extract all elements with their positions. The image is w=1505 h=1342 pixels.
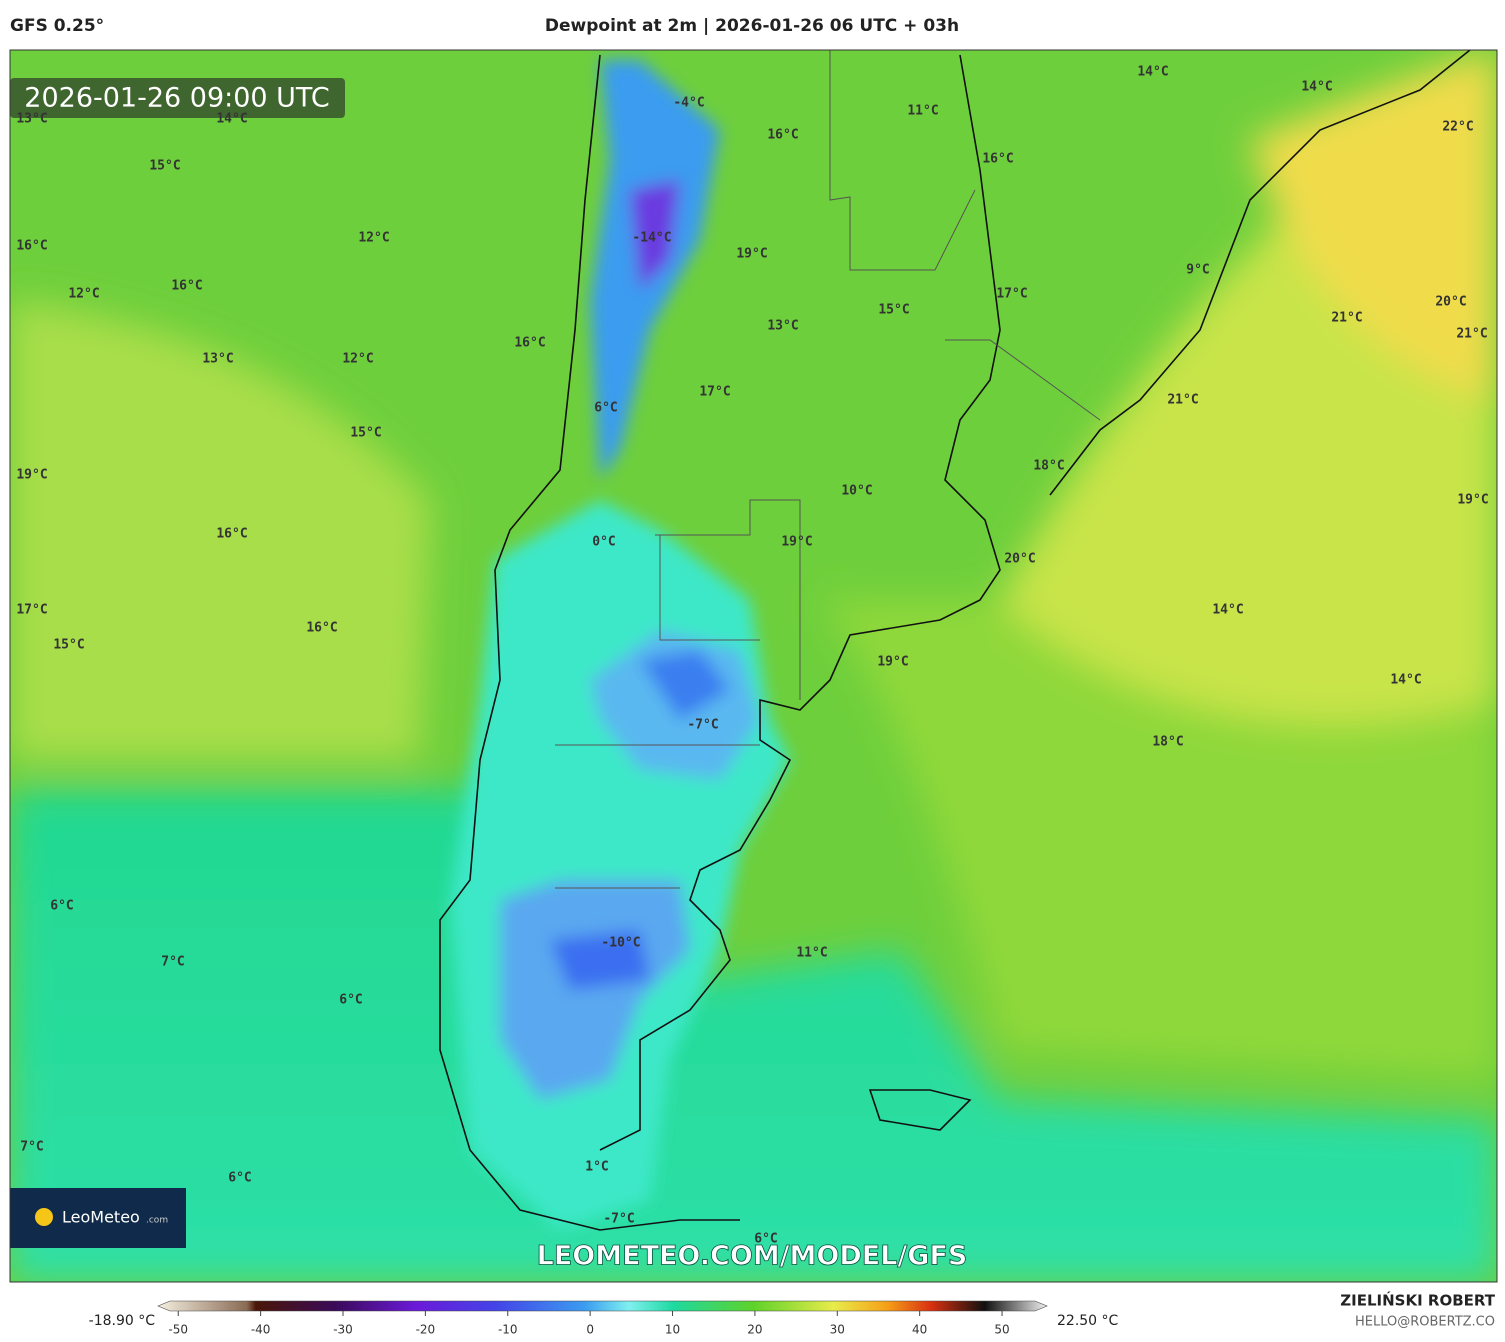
temperature-label: 18°C [1152,735,1183,750]
temperature-label: 10°C [841,484,872,499]
logo-sun [35,1208,53,1226]
colorbar-tick-label: 50 [994,1323,1009,1337]
colorbar-tick-label: 20 [747,1323,762,1337]
temperature-label: 16°C [171,279,202,294]
temperature-label: 16°C [306,621,337,636]
watermark: LEOMETEO.COM/MODEL/GFS [537,1241,968,1272]
time-badge [10,78,345,118]
temperature-label: 14°C [216,112,247,127]
temperature-label: 14°C [1137,65,1168,80]
temperature-label: 13°C [202,352,233,367]
cold-core [550,930,650,990]
temperature-label: 6°C [228,1171,251,1186]
temperature-label: 15°C [350,426,381,441]
temperature-label: 12°C [358,231,389,246]
temperature-label: 7°C [20,1140,43,1155]
temperature-label: 16°C [216,527,247,542]
ocean-warm [10,300,430,760]
temperature-label: 21°C [1331,311,1362,326]
valid-time: 2026-01-26 09:00 UTC [24,83,329,114]
temperature-label: 12°C [68,287,99,302]
temperature-label: 9°C [1186,263,1209,278]
colorbar-tick-label: -50 [168,1323,188,1337]
colorbar-tick-label: 40 [912,1323,927,1337]
temperature-label: 13°C [767,319,798,334]
model-name: GFS 0.25° [10,16,104,36]
temperature-label: 16°C [982,152,1013,167]
colorbar-tick-label: -20 [416,1323,436,1337]
cold-patch [500,880,690,1100]
temperature-label: 16°C [767,128,798,143]
colorbar-max: 22.50 °C [1057,1313,1119,1329]
temperature-label: -10°C [601,936,640,951]
map-frame [9,49,1498,1283]
colorbar-min: -18.90 °C [89,1313,156,1329]
temperature-label: 6°C [50,899,73,914]
temperature-label: 18°C [1033,459,1064,474]
coastline [439,50,1471,1231]
map-title: Dewpoint at 2m | 2026-01-26 06 UTC + 03h [545,16,959,36]
southern-cool [10,790,1497,1282]
map: 2026-01-26 09:00 UTC 13°C 14°C 15°C 16°C 12°… [10,50,1497,1282]
shelf [820,600,1497,1080]
temperature-label: 22°C [1442,120,1473,135]
temperature-label: 14°C [1390,673,1421,688]
temperature-label: 19°C [736,247,767,262]
temperature-label: 17°C [699,385,730,400]
borders [555,50,1101,889]
temperature-label: 21°C [1167,393,1198,408]
logo-suffix: .com [146,1216,168,1226]
author: ZIELIŃSKI ROBERT [1340,1291,1495,1310]
temperature-label: 7°C [161,955,184,970]
temperature-label: -4°C [673,96,704,111]
temperature-label: 11°C [796,946,827,961]
colorbar-tick-label: 30 [830,1323,845,1337]
temperature-label: 15°C [878,303,909,318]
temperature-label: 15°C [149,159,180,174]
temperature-label: 14°C [1212,603,1243,618]
temperature-label: 6°C [339,993,362,1008]
temperature-label: 6°C [594,401,617,416]
temperature-label: -14°C [632,231,671,246]
temperature-label: 17°C [996,287,1027,302]
colorbar-tick-label: -40 [251,1323,271,1337]
cold-core [640,650,730,720]
temperature-label: 19°C [16,468,47,483]
temperature-label: 1°C [585,1160,608,1175]
temperature-label: 6°C [754,1232,777,1247]
temperature-label: -7°C [687,718,718,733]
temperature-label: 17°C [16,603,47,618]
temperature-label: 19°C [877,655,908,670]
temperature-label: 13°C [16,112,47,127]
temperature-label: 16°C [514,336,545,351]
temperature-label: 21°C [1456,327,1487,342]
colorbar-tick-label: 10 [665,1323,680,1337]
colorbar-tick-label: -30 [333,1323,353,1337]
temperature-label: 19°C [781,535,812,550]
temperature-label: 11°C [907,104,938,119]
temperature-label: 14°C [1301,80,1332,95]
temperature-label: 12°C [342,352,373,367]
temperature-label: 15°C [53,638,84,653]
temperature-label: -7°C [603,1212,634,1227]
colorbar-bar [157,1300,1048,1312]
temperature-label: 20°C [1435,295,1466,310]
colorbar: -18.90 °C 22.50 °C -50 -40 -30 -20 -10 0 10 20 3… [89,1300,1119,1337]
colorbar-tick-label: 0 [586,1323,594,1337]
andes-core [630,180,680,290]
temperature-label: 0°C [592,535,615,550]
colorbar-tick-label: -10 [498,1323,518,1337]
temperature-label: 19°C [1457,493,1488,508]
temperature-label: 16°C [16,239,47,254]
temperature-labels: 13°C 14°C 15°C 16°C 12°C 12°C 16°C 13°C 12°C 16°C… [16,65,1488,1247]
temperature-label: 20°C [1004,552,1035,567]
logo-brand: LeoMeteo [62,1208,140,1227]
contact: HELLO@ROBERTZ.CO [1355,1315,1495,1330]
